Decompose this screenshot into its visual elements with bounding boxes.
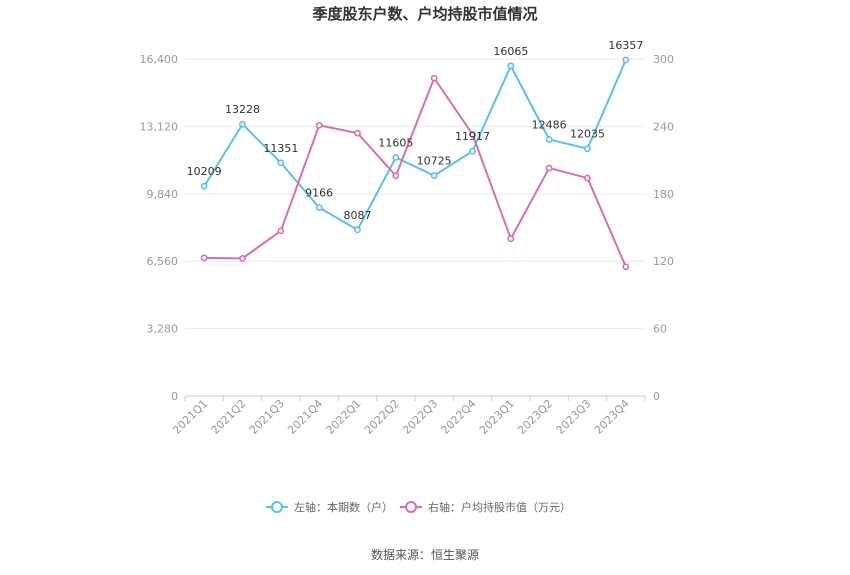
x-axis-tick-label: 2023Q4 [592, 397, 632, 437]
series-2-point [239, 254, 246, 262]
legend[interactable]: 左轴：本期数（户） 右轴：户均持股市值（万元） [266, 500, 571, 514]
series-1-point [584, 145, 591, 153]
series-2-point [507, 235, 515, 243]
data-label: 11605 [378, 137, 413, 150]
data-label: 9166 [305, 187, 333, 200]
series-1-point [200, 182, 208, 190]
data-label: 12035 [570, 128, 605, 141]
data-label: 10725 [417, 155, 452, 168]
x-axis-tick-label: 2022Q1 [324, 397, 364, 437]
series-1-point [277, 159, 285, 167]
legend-marker-2[interactable] [405, 501, 417, 513]
right-axis-tick-label: 180 [653, 188, 674, 201]
chart-title: 季度股东户数、户均持股市值情况 [312, 5, 537, 23]
left-axis-ticks: 0 3,280 6,560 9,840 13,120 16,400 [140, 53, 179, 403]
legend-label-2[interactable]: 右轴：户均持股市值（万元） [428, 500, 571, 514]
right-axis-tick-label: 60 [653, 323, 667, 336]
series-line-1 [203, 59, 627, 231]
data-label: 8087 [344, 209, 372, 222]
left-axis-tick-label: 0 [171, 390, 178, 403]
x-axis-tick-label: 2022Q4 [439, 397, 479, 437]
x-axis-tick-label: 2021Q4 [285, 397, 325, 437]
data-label: 11917 [455, 130, 490, 143]
series-lines [200, 56, 630, 271]
series-1-point [507, 62, 515, 70]
x-axis-tick-label: 2023Q3 [554, 397, 594, 437]
source-note: 数据来源：恒生聚源 [371, 547, 479, 562]
series-1-point [430, 172, 438, 180]
right-axis-ticks: 0 60 120 180 240 300 [653, 53, 674, 403]
series-2-point [622, 263, 630, 271]
left-axis-tick-label: 16,400 [140, 53, 179, 66]
series-1-point [469, 147, 476, 155]
series-1-point [315, 204, 323, 212]
data-label: 13228 [225, 103, 260, 116]
series-2-point [430, 74, 438, 82]
x-axis-tick-label: 2021Q2 [209, 397, 249, 437]
data-label: 11351 [263, 142, 298, 155]
x-axis: 2021Q12021Q22021Q32021Q42022Q12022Q22022… [170, 396, 646, 437]
right-axis-tick-label: 0 [653, 390, 660, 403]
data-label: 16357 [608, 39, 643, 52]
legend-marker-1[interactable] [271, 501, 283, 513]
series-2-point [469, 130, 476, 138]
series-2-point [277, 227, 285, 235]
series-2-point [200, 254, 208, 262]
x-axis-tick-label: 2021Q3 [247, 397, 287, 437]
x-axis-tick-label: 2022Q3 [400, 397, 440, 437]
left-axis-tick-label: 9,840 [147, 188, 179, 201]
series-line-2 [204, 77, 627, 268]
series-1-point [392, 154, 400, 161]
right-axis-tick-label: 120 [653, 255, 674, 268]
series-2-point [392, 172, 400, 180]
legend-label-1[interactable]: 左轴：本期数（户） [294, 500, 393, 514]
right-axis-tick-label: 240 [653, 120, 674, 133]
series-2-point [545, 164, 553, 172]
series-1-point [239, 120, 246, 128]
left-axis-tick-label: 6,560 [147, 255, 179, 268]
series-1-point [354, 226, 361, 234]
series-1-point [622, 56, 630, 64]
x-axis-tick-label: 2023Q2 [515, 397, 555, 437]
data-label: 12486 [532, 118, 567, 131]
series-2-point [315, 121, 323, 129]
series-2-point [584, 174, 591, 182]
left-axis-tick-label: 3,280 [147, 323, 179, 336]
x-axis-tick-label: 2023Q1 [477, 397, 517, 437]
x-axis-tick-label: 2022Q2 [362, 397, 402, 437]
left-axis-tick-label: 13,120 [140, 120, 179, 133]
data-label: 10209 [187, 165, 222, 178]
right-axis-tick-label: 300 [653, 53, 674, 66]
series-2-point [354, 129, 361, 137]
data-label: 16065 [493, 45, 528, 58]
series-1-point [545, 136, 553, 143]
